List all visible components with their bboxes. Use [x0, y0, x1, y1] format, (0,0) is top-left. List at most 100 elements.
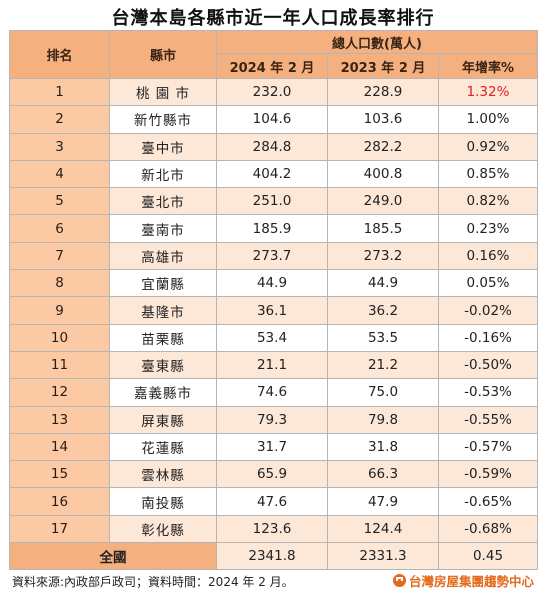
- growth-cell: 0.23%: [438, 214, 538, 243]
- rank-cell: 2: [9, 105, 110, 134]
- rank-cell: 6: [9, 214, 110, 243]
- growth-cell: -0.55%: [438, 405, 538, 434]
- table-row: 17 彰化縣 123.6 124.4 -0.68%: [9, 514, 538, 544]
- city-cell: 雲林縣: [109, 460, 217, 489]
- pop-2024-cell: 123.6: [216, 514, 328, 544]
- rank-cell: 14: [9, 432, 110, 462]
- growth-cell: -0.65%: [438, 487, 538, 516]
- city-cell: 嘉義縣市: [109, 378, 217, 407]
- total-label: 全國: [9, 542, 217, 571]
- rank-cell: 15: [9, 460, 110, 489]
- table-row: 12 嘉義縣市 74.6 75.0 -0.53%: [9, 378, 538, 407]
- table-row: 11 臺東縣 21.1 21.2 -0.50%: [9, 350, 538, 380]
- page-title: 台灣本島各縣市近一年人口成長率排行: [111, 8, 435, 29]
- pop-2023-cell: 79.8: [327, 405, 439, 434]
- pop-2024-cell: 251.0: [216, 187, 328, 216]
- city-cell: 桃 園 市: [109, 77, 217, 107]
- pop-2024-cell: 74.6: [216, 378, 328, 407]
- rank-cell: 11: [9, 350, 110, 380]
- pop-2024-cell: 47.6: [216, 487, 328, 516]
- table-row: 7 高雄市 273.7 273.2 0.16%: [9, 241, 538, 271]
- city-cell: 彰化縣: [109, 514, 217, 544]
- population-table: 排名 縣市 總人口數(萬人) 2024 年 2 月 2023 年 2 月 年增率…: [9, 30, 538, 571]
- table-row: 2 新竹縣市 104.6 103.6 1.00%: [9, 105, 538, 134]
- city-cell: 苗栗縣: [109, 323, 217, 352]
- table-row: 10 苗栗縣 53.4 53.5 -0.16%: [9, 323, 538, 352]
- city-cell: 南投縣: [109, 487, 217, 516]
- total-row: 全國 2341.8 2331.3 0.45: [9, 542, 538, 571]
- pop-2023-cell: 66.3: [327, 460, 439, 489]
- pop-2023-cell: 273.2: [327, 241, 439, 271]
- pop-2024-cell: 21.1: [216, 350, 328, 380]
- rank-cell: 12: [9, 378, 110, 407]
- pop-2023-cell: 228.9: [327, 77, 439, 107]
- header-2024: 2024 年 2 月: [216, 53, 328, 79]
- pop-2024-cell: 65.9: [216, 460, 328, 489]
- city-cell: 花蓮縣: [109, 432, 217, 462]
- table-row: 9 基隆市 36.1 36.2 -0.02%: [9, 296, 538, 325]
- table-row: 8 宜蘭縣 44.9 44.9 0.05%: [9, 269, 538, 298]
- pop-2024-cell: 273.7: [216, 241, 328, 271]
- city-cell: 臺北市: [109, 187, 217, 216]
- table-row: 4 新北市 404.2 400.8 0.85%: [9, 159, 538, 189]
- growth-cell: 0.92%: [438, 132, 538, 161]
- table-row: 15 雲林縣 65.9 66.3 -0.59%: [9, 460, 538, 489]
- table-row: 16 南投縣 47.6 47.9 -0.65%: [9, 487, 538, 516]
- pop-2024-cell: 232.0: [216, 77, 328, 107]
- pop-2024-cell: 185.9: [216, 214, 328, 243]
- header-2023: 2023 年 2 月: [327, 53, 439, 79]
- brand: 台灣房屋集團趨勢中心: [392, 571, 534, 590]
- pop-2023-cell: 31.8: [327, 432, 439, 462]
- growth-cell: -0.02%: [438, 296, 538, 325]
- pop-2024-cell: 36.1: [216, 296, 328, 325]
- city-cell: 基隆市: [109, 296, 217, 325]
- source-note: 資料來源:內政部戶政司；資料時間：2024 年 2 月。: [12, 575, 294, 589]
- pop-2023-cell: 249.0: [327, 187, 439, 216]
- pop-2023-cell: 103.6: [327, 105, 439, 134]
- brand-name: 台灣房屋集團趨勢中心: [408, 574, 534, 589]
- header-growth: 年增率%: [438, 53, 538, 79]
- header-city: 縣市: [109, 30, 217, 79]
- header-rank: 排名: [9, 30, 110, 79]
- house-logo-icon: [392, 574, 406, 587]
- rank-cell: 1: [9, 77, 110, 107]
- rank-cell: 7: [9, 241, 110, 271]
- pop-2023-cell: 47.9: [327, 487, 439, 516]
- total-growth: 0.45: [438, 542, 538, 571]
- city-cell: 臺中市: [109, 132, 217, 161]
- table-row: 6 臺南市 185.9 185.5 0.23%: [9, 214, 538, 243]
- rank-cell: 16: [9, 487, 110, 516]
- table-row: 14 花蓮縣 31.7 31.8 -0.57%: [9, 432, 538, 462]
- city-cell: 屏東縣: [109, 405, 217, 434]
- growth-cell: -0.53%: [438, 378, 538, 407]
- table-row: 13 屏東縣 79.3 79.8 -0.55%: [9, 405, 538, 434]
- rank-cell: 9: [9, 296, 110, 325]
- table-row: 5 臺北市 251.0 249.0 0.82%: [9, 187, 538, 216]
- rank-cell: 4: [9, 159, 110, 189]
- rank-cell: 10: [9, 323, 110, 352]
- pop-2023-cell: 44.9: [327, 269, 439, 298]
- pop-2024-cell: 404.2: [216, 159, 328, 189]
- table-header: 排名 縣市 總人口數(萬人) 2024 年 2 月 2023 年 2 月 年增率…: [9, 30, 538, 79]
- total-2024: 2341.8: [216, 542, 328, 571]
- city-cell: 高雄市: [109, 241, 217, 271]
- pop-2023-cell: 400.8: [327, 159, 439, 189]
- city-cell: 新竹縣市: [109, 105, 217, 134]
- pop-2023-cell: 53.5: [327, 323, 439, 352]
- growth-cell: -0.59%: [438, 460, 538, 489]
- city-cell: 臺南市: [109, 214, 217, 243]
- pop-2024-cell: 104.6: [216, 105, 328, 134]
- pop-2024-cell: 31.7: [216, 432, 328, 462]
- pop-2023-cell: 21.2: [327, 350, 439, 380]
- growth-cell: 0.82%: [438, 187, 538, 216]
- growth-cell: 1.00%: [438, 105, 538, 134]
- rank-cell: 3: [9, 132, 110, 161]
- growth-cell: -0.68%: [438, 514, 538, 544]
- rank-cell: 13: [9, 405, 110, 434]
- city-cell: 宜蘭縣: [109, 269, 217, 298]
- growth-cell: -0.57%: [438, 432, 538, 462]
- header-population-group: 總人口數(萬人): [216, 30, 538, 54]
- city-cell: 新北市: [109, 159, 217, 189]
- growth-cell: 0.05%: [438, 269, 538, 298]
